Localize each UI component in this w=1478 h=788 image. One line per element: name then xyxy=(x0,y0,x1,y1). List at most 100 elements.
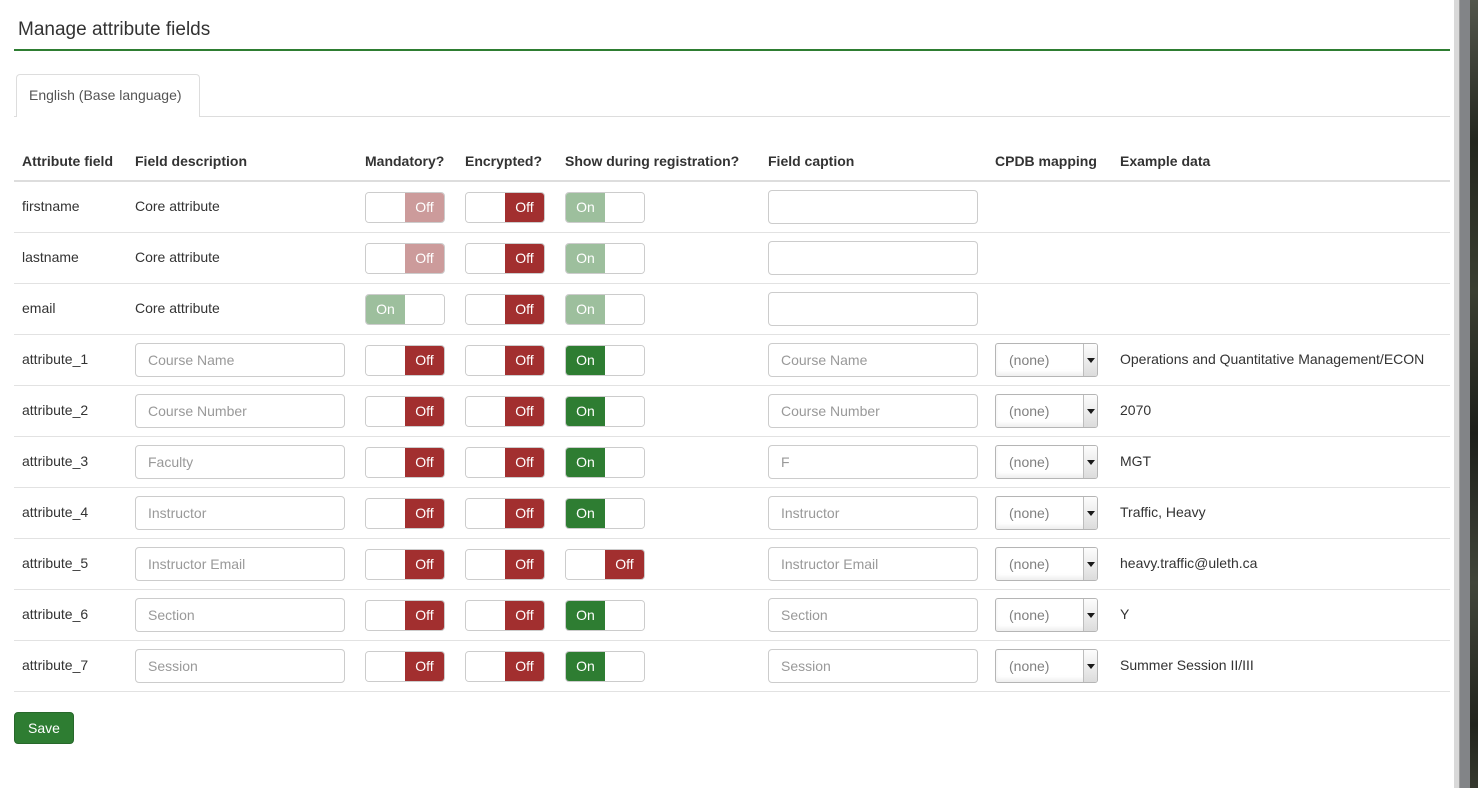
toggle-blank-half xyxy=(605,396,644,426)
description-input[interactable] xyxy=(135,598,345,632)
save-button[interactable]: Save xyxy=(14,712,74,744)
caption-input[interactable] xyxy=(768,241,978,275)
tabbar-divider xyxy=(14,116,1450,117)
caption-input[interactable] xyxy=(768,343,978,377)
show-during-registration-cell: On xyxy=(565,191,768,223)
mandatory-toggle[interactable]: Off xyxy=(365,446,445,478)
table-row: lastname Core attribute Off Off On xyxy=(14,233,1450,284)
caption-input[interactable] xyxy=(768,496,978,530)
encrypted-toggle[interactable]: Off xyxy=(465,497,545,529)
tab-english-base-language[interactable]: English (Base language) xyxy=(16,74,200,117)
description-input[interactable] xyxy=(135,394,345,428)
mandatory-toggle[interactable]: Off xyxy=(365,599,445,631)
attribute-name: attribute_5 xyxy=(22,555,89,571)
toggle-state-label: On xyxy=(566,243,605,273)
show-during-registration-toggle[interactable]: On xyxy=(565,344,645,376)
show-during-registration-toggle[interactable]: On xyxy=(565,191,645,223)
show-during-registration-toggle[interactable]: Off xyxy=(565,548,645,580)
cpdb-mapping-select[interactable]: (none) xyxy=(995,343,1098,377)
encrypted-toggle[interactable]: Off xyxy=(465,191,545,223)
table-row: attribute_5 Off Off Off (none) heavy.tra… xyxy=(14,539,1450,590)
caption-input[interactable] xyxy=(768,598,978,632)
toggle-blank-half xyxy=(605,498,644,528)
show-during-registration-toggle[interactable]: On xyxy=(565,650,645,682)
cpdb-mapping-select[interactable]: (none) xyxy=(995,496,1098,530)
field-description-cell xyxy=(135,394,365,428)
field-description-cell: Core attribute xyxy=(135,249,365,267)
encrypted-cell: Off xyxy=(465,497,565,529)
caption-input[interactable] xyxy=(768,394,978,428)
show-during-registration-toggle[interactable]: On xyxy=(565,599,645,631)
attribute-name: attribute_4 xyxy=(22,504,89,520)
cpdb-dropdown-button[interactable] xyxy=(1083,344,1097,376)
show-during-registration-toggle[interactable]: On xyxy=(565,446,645,478)
encrypted-toggle[interactable]: Off xyxy=(465,446,545,478)
mandatory-cell: Off xyxy=(365,497,465,529)
example-data: Operations and Quantitative Management/E… xyxy=(1120,351,1425,367)
field-caption-cell xyxy=(768,547,995,581)
mandatory-toggle[interactable]: Off xyxy=(365,548,445,580)
cpdb-dropdown-button[interactable] xyxy=(1083,650,1097,682)
show-during-registration-toggle[interactable]: On xyxy=(565,293,645,325)
field-caption-cell xyxy=(768,292,995,326)
show-during-registration-toggle[interactable]: On xyxy=(565,497,645,529)
encrypted-toggle[interactable]: Off xyxy=(465,344,545,376)
mandatory-toggle[interactable]: Off xyxy=(365,497,445,529)
cpdb-mapping-cell: (none) xyxy=(995,445,1120,479)
description-input[interactable] xyxy=(135,496,345,530)
mandatory-toggle[interactable]: Off xyxy=(365,395,445,427)
cpdb-mapping-select[interactable]: (none) xyxy=(995,445,1098,479)
toggle-state-label: Off xyxy=(405,447,444,477)
encrypted-toggle[interactable]: Off xyxy=(465,599,545,631)
show-during-registration-cell: On xyxy=(565,650,768,682)
cpdb-dropdown-button[interactable] xyxy=(1083,599,1097,631)
table-row: attribute_6 Off Off On (none) Y xyxy=(14,590,1450,641)
caret-down-icon xyxy=(1086,357,1095,363)
field-description-cell xyxy=(135,649,365,683)
description-input[interactable] xyxy=(135,445,345,479)
cpdb-mapping-select[interactable]: (none) xyxy=(995,394,1098,428)
caption-input[interactable] xyxy=(768,292,978,326)
caption-input[interactable] xyxy=(768,547,978,581)
toggle-blank-half xyxy=(466,294,505,324)
window-edge-background xyxy=(1470,0,1478,788)
encrypted-toggle[interactable]: Off xyxy=(465,650,545,682)
mandatory-toggle[interactable]: Off xyxy=(365,650,445,682)
cpdb-mapping-select[interactable]: (none) xyxy=(995,649,1098,683)
cpdb-dropdown-button[interactable] xyxy=(1083,395,1097,427)
cpdb-dropdown-button[interactable] xyxy=(1083,548,1097,580)
show-during-registration-toggle[interactable]: On xyxy=(565,242,645,274)
cpdb-mapping-select[interactable]: (none) xyxy=(995,598,1098,632)
encrypted-toggle[interactable]: Off xyxy=(465,395,545,427)
cpdb-dropdown-button[interactable] xyxy=(1083,446,1097,478)
caption-input[interactable] xyxy=(768,190,978,224)
toggle-blank-half xyxy=(366,396,405,426)
encrypted-cell: Off xyxy=(465,548,565,580)
description-input[interactable] xyxy=(135,343,345,377)
caret-down-icon xyxy=(1086,510,1095,516)
cpdb-selected-value: (none) xyxy=(1009,454,1050,470)
toggle-blank-half xyxy=(366,243,405,273)
mandatory-cell: Off xyxy=(365,650,465,682)
mandatory-toggle[interactable]: Off xyxy=(365,242,445,274)
description-input[interactable] xyxy=(135,649,345,683)
scrollbar-track[interactable] xyxy=(1454,0,1459,788)
cpdb-dropdown-button[interactable] xyxy=(1083,497,1097,529)
caption-input[interactable] xyxy=(768,445,978,479)
encrypted-toggle[interactable]: Off xyxy=(465,548,545,580)
show-during-registration-toggle[interactable]: On xyxy=(565,395,645,427)
caption-input[interactable] xyxy=(768,649,978,683)
scrollbar-thumb[interactable] xyxy=(1459,0,1470,788)
description-input[interactable] xyxy=(135,547,345,581)
mandatory-toggle[interactable]: Off xyxy=(365,191,445,223)
mandatory-toggle[interactable]: Off xyxy=(365,344,445,376)
toggle-blank-half xyxy=(466,345,505,375)
cpdb-mapping-select[interactable]: (none) xyxy=(995,547,1098,581)
toggle-state-label: On xyxy=(566,192,605,222)
mandatory-toggle[interactable]: On xyxy=(365,293,445,325)
encrypted-toggle[interactable]: Off xyxy=(465,293,545,325)
toggle-state-label: On xyxy=(566,447,605,477)
toggle-blank-half xyxy=(466,498,505,528)
encrypted-toggle[interactable]: Off xyxy=(465,242,545,274)
toggle-state-label: Off xyxy=(405,600,444,630)
